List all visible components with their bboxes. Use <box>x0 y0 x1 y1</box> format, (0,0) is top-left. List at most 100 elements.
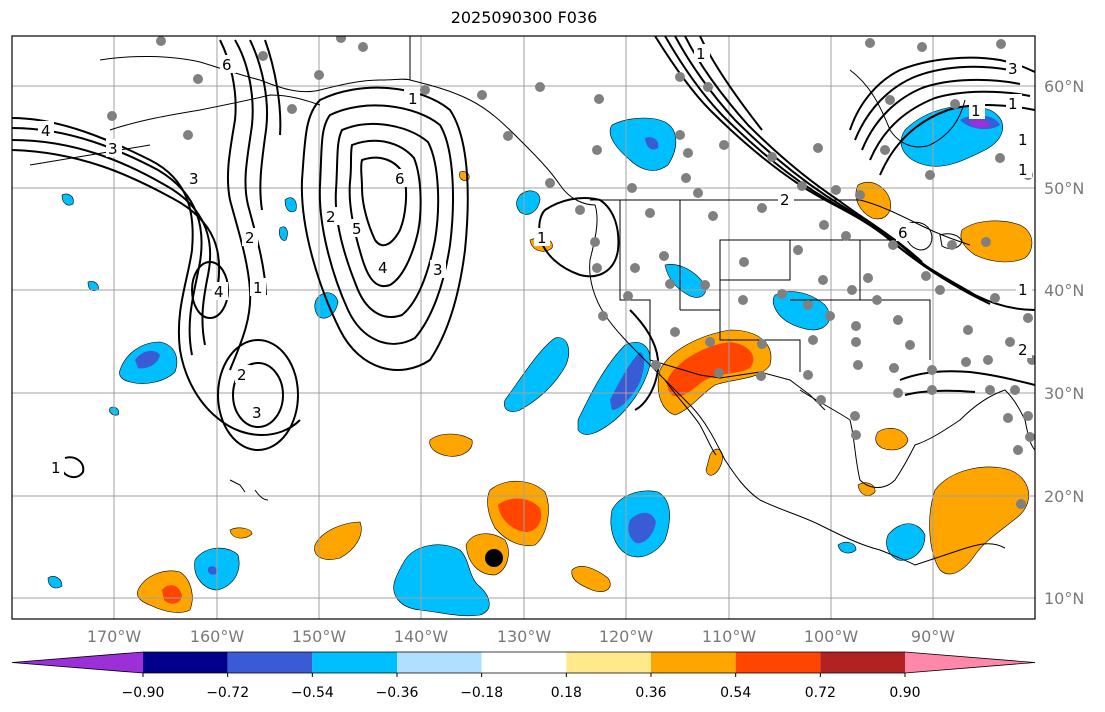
contour-label: 1 <box>253 279 263 297</box>
orange-region <box>229 527 253 539</box>
contour-label: 2 <box>245 229 255 247</box>
contour-label: 4 <box>378 259 388 277</box>
contour-label: 6 <box>898 224 908 242</box>
dark-blue-region <box>645 137 659 150</box>
contour-label: 3 <box>108 140 118 158</box>
contour-label: 1 <box>1008 95 1018 113</box>
red-region <box>162 585 182 604</box>
contour-label: 1 <box>1018 161 1028 179</box>
colorbar-segment <box>481 652 567 673</box>
colorbar-tick-label: 0.72 <box>805 685 836 701</box>
contour-label: 3 <box>189 170 199 188</box>
lon-label: 130°W <box>497 627 552 646</box>
colorbar-tick-label: −0.72 <box>206 685 249 701</box>
lat-label: 10°N <box>1044 589 1084 608</box>
blue-region <box>772 291 830 331</box>
colorbar-segment <box>143 652 228 673</box>
blue-region <box>47 576 63 589</box>
contour-label: 1 <box>971 102 981 120</box>
red-region <box>498 498 542 532</box>
lon-label: 120°W <box>599 627 654 646</box>
contour-label: 2 <box>780 191 790 209</box>
contour-label: 1 <box>537 229 547 247</box>
orange-region <box>857 482 876 496</box>
map-frame <box>11 35 1036 620</box>
lon-label: 90°W <box>911 627 955 646</box>
contour-label: 4 <box>41 122 51 140</box>
blue-region <box>886 523 926 561</box>
contour-label: 2 <box>326 208 336 226</box>
colorbar-segment <box>566 652 651 673</box>
lat-label: 60°N <box>1044 77 1084 96</box>
contour-label: 1 <box>1018 131 1028 149</box>
red-region <box>667 342 754 397</box>
lon-label: 100°W <box>804 627 859 646</box>
contour-label: 1 <box>696 45 706 63</box>
colorbar-segment <box>651 652 736 673</box>
dark-blue-region <box>135 350 160 369</box>
orange-region <box>571 566 611 592</box>
contour-label: 5 <box>352 220 362 238</box>
lon-label: 150°W <box>292 627 347 646</box>
contour-label: 3 <box>1008 60 1018 78</box>
lon-label: 170°W <box>87 627 142 646</box>
colorbar-segment <box>312 652 397 673</box>
contour-label: 1 <box>51 459 61 477</box>
colorbar-segment <box>227 652 313 673</box>
dark-blue-region <box>610 352 645 410</box>
colorbar-tick-label: −0.90 <box>122 685 165 701</box>
blue-region <box>609 117 677 171</box>
orange-region <box>314 521 362 560</box>
latitude-labels: 60°N 50°N 40°N 30°N 20°N 10°N <box>1044 77 1084 608</box>
colorbar-segment <box>820 652 905 673</box>
colorbar-tick-label: 0.90 <box>889 685 920 701</box>
blue-region <box>837 541 857 554</box>
colorbar-segment <box>397 652 482 673</box>
lat-label: 30°N <box>1044 384 1084 403</box>
contour-label-layer: 4 3 3 2 1 4 1 2 3 1 6 5 4 3 2 1 1 6 1 3 … <box>38 44 1032 477</box>
dark-blue-region <box>207 566 217 575</box>
colorbar-tick-label: −0.36 <box>376 685 419 701</box>
orange-region <box>960 220 1033 263</box>
colorbar-segment <box>735 652 821 673</box>
blue-region <box>516 190 541 215</box>
lat-label: 40°N <box>1044 281 1084 300</box>
contour-label: 1 <box>408 90 418 108</box>
contour-label: 3 <box>433 261 443 279</box>
longitude-labels: 170°W 160°W 150°W 140°W 130°W 120°W 110°… <box>87 627 955 646</box>
orange-region <box>875 427 909 451</box>
contour-label: 3 <box>252 404 262 422</box>
dark-blue-region <box>628 512 656 544</box>
blue-region <box>61 193 74 206</box>
lon-label: 140°W <box>394 627 449 646</box>
contour-label: 4 <box>214 283 224 301</box>
orange-region <box>929 466 1029 575</box>
colorbar-arrow-right <box>905 652 1035 673</box>
orange-region <box>705 448 723 476</box>
purple-region <box>968 119 990 128</box>
lon-label: 110°W <box>702 627 757 646</box>
contour-label: 2 <box>1018 341 1028 359</box>
blue-region <box>284 197 297 213</box>
contour-label: 2 <box>237 366 247 384</box>
storm-marker <box>485 549 503 567</box>
colorbar-tick-label: −0.54 <box>291 685 334 701</box>
contour-label: 1 <box>1018 281 1028 299</box>
lat-label: 20°N <box>1044 487 1084 506</box>
map-title: 2025090300 F036 <box>450 8 598 27</box>
station-dots <box>107 36 1035 509</box>
lat-label: 50°N <box>1044 179 1084 198</box>
graticule <box>12 36 1035 619</box>
colorbar-arrow-left <box>12 652 143 673</box>
colorbar-tick-label: 0.54 <box>720 685 751 701</box>
contour-label: 6 <box>222 56 232 74</box>
lon-label: 160°W <box>190 627 245 646</box>
colorbar-tick-label: −0.18 <box>460 685 503 701</box>
contour-label: 6 <box>395 170 405 188</box>
orange-region <box>855 181 891 220</box>
colorbar-tick-label: 0.36 <box>635 685 666 701</box>
blue-region <box>279 226 288 241</box>
colorbar: −0.90 −0.72 −0.54 −0.36 −0.18 0.18 0.36 0.54 0.7… <box>11 651 1036 701</box>
orange-region <box>429 433 473 457</box>
